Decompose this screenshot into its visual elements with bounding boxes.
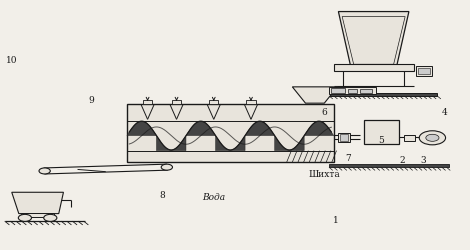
Circle shape — [161, 164, 172, 170]
Bar — [404, 136, 415, 141]
Polygon shape — [127, 122, 157, 136]
Bar — [348, 90, 357, 94]
Polygon shape — [338, 12, 409, 70]
Bar — [172, 101, 181, 104]
Bar — [334, 65, 414, 71]
Bar — [324, 94, 437, 96]
Bar — [143, 101, 152, 104]
Text: 6: 6 — [321, 108, 327, 117]
Bar — [340, 134, 348, 141]
Polygon shape — [304, 122, 334, 136]
Bar — [360, 90, 372, 94]
Polygon shape — [216, 136, 245, 151]
Bar — [127, 105, 334, 162]
Bar — [246, 101, 256, 104]
Bar — [331, 89, 345, 94]
Polygon shape — [245, 122, 274, 136]
Text: 5: 5 — [378, 136, 384, 144]
Text: Вода: Вода — [202, 192, 226, 201]
Circle shape — [18, 214, 31, 222]
Bar — [21, 213, 54, 218]
Bar — [329, 164, 449, 168]
Text: 10: 10 — [6, 56, 17, 64]
Bar — [338, 133, 350, 142]
Bar — [364, 121, 400, 144]
Text: 3: 3 — [420, 156, 426, 164]
Text: Шихта: Шихта — [308, 169, 340, 178]
Polygon shape — [157, 136, 186, 151]
Bar — [329, 88, 376, 94]
Circle shape — [426, 135, 439, 142]
Polygon shape — [292, 88, 337, 104]
Text: 1: 1 — [333, 216, 339, 224]
Text: 4: 4 — [441, 108, 447, 117]
Polygon shape — [186, 122, 216, 136]
Bar — [209, 101, 219, 104]
Polygon shape — [12, 192, 63, 214]
Text: 2: 2 — [399, 156, 405, 164]
Text: 7: 7 — [345, 153, 351, 162]
Bar — [418, 68, 430, 75]
Circle shape — [44, 214, 57, 222]
Text: 9: 9 — [89, 96, 94, 104]
Polygon shape — [274, 136, 304, 151]
Text: 8: 8 — [159, 190, 165, 200]
Circle shape — [39, 168, 50, 174]
Bar — [416, 66, 432, 76]
Circle shape — [419, 131, 446, 145]
